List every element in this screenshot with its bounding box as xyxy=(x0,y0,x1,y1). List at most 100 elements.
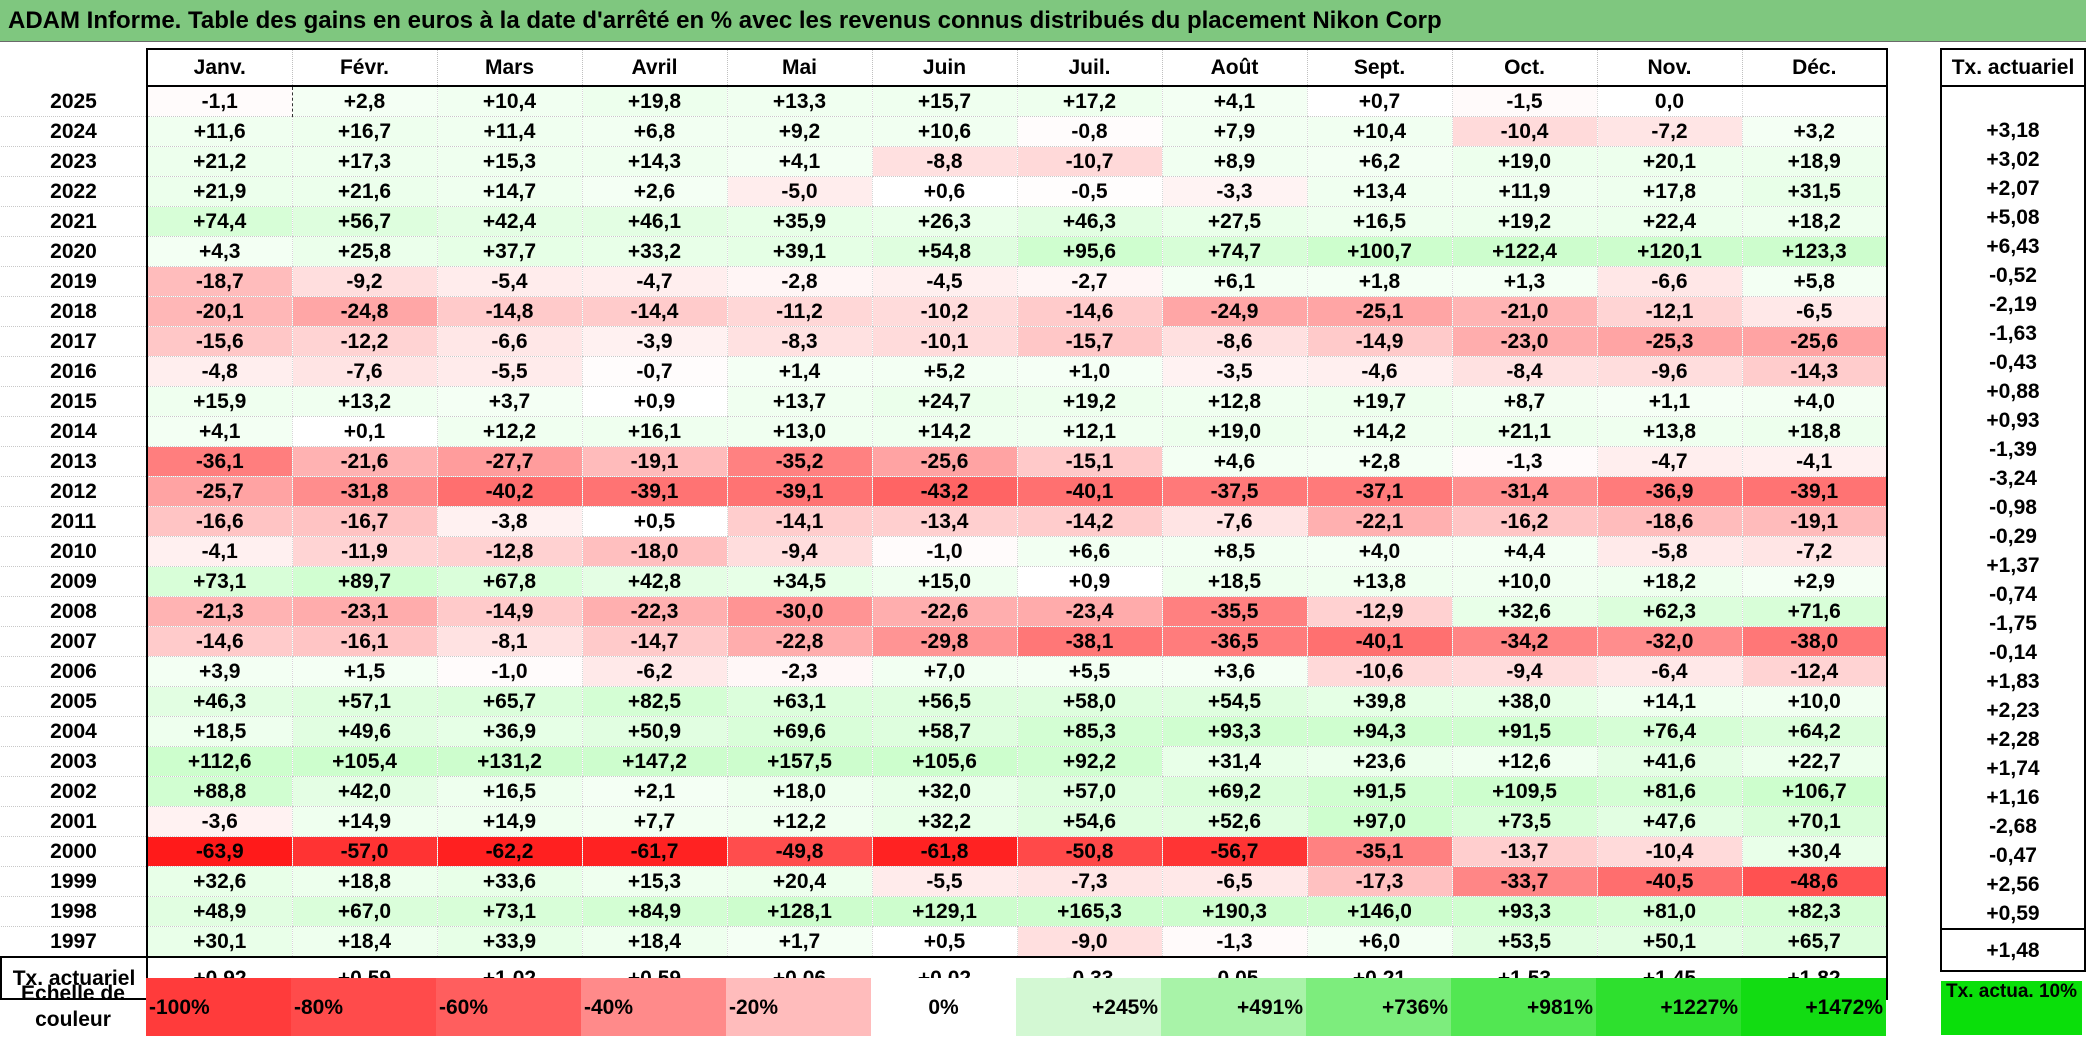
return-cell: +0,5 xyxy=(581,506,727,537)
return-cell: +24,7 xyxy=(871,386,1017,417)
year-label: 2012 xyxy=(1,476,147,507)
year-label: 2003 xyxy=(1,746,147,777)
return-cell: +8,9 xyxy=(1161,146,1307,177)
return-cell: -23,1 xyxy=(291,596,437,627)
return-cell: -6,4 xyxy=(1596,656,1742,687)
return-cell: +157,5 xyxy=(726,746,872,777)
return-cell: -36,1 xyxy=(146,446,292,477)
return-cell: -43,2 xyxy=(871,476,1017,507)
return-cell: -61,7 xyxy=(581,836,727,867)
annual-rate-value: -2,19 xyxy=(1940,290,2086,319)
side-header-row: Tx. actuariel xyxy=(1940,48,2086,87)
return-cell: -27,7 xyxy=(436,446,582,477)
year-label: 2001 xyxy=(1,806,147,837)
return-cell: +165,3 xyxy=(1016,896,1162,927)
annual-rate-value: -0,29 xyxy=(1940,522,2086,551)
color-scale-label: Echelle de couleur xyxy=(21,981,125,1031)
color-scale-swatch: 0% xyxy=(871,978,1016,1036)
return-cell: +15,7 xyxy=(871,86,1017,117)
return-cell: +1,0 xyxy=(1016,356,1162,387)
return-cell: +39,8 xyxy=(1306,686,1452,717)
return-cell: -5,8 xyxy=(1596,536,1742,567)
return-cell xyxy=(1741,86,1888,117)
table-row: 2004 +18,5 +49,6 +36,9 +50,9 +69,6 +58,7 +85,3 +… xyxy=(1,716,1888,747)
return-cell: -1,3 xyxy=(1161,926,1307,958)
return-cell: -40,5 xyxy=(1596,866,1742,897)
return-cell: +16,5 xyxy=(436,776,582,807)
return-cell: +92,2 xyxy=(1016,746,1162,777)
return-cell: +32,6 xyxy=(146,866,292,897)
return-cell: -20,1 xyxy=(146,296,292,327)
table-row: 2021 +74,4 +56,7 +42,4 +46,1 +35,9 +26,3 +46,3 +… xyxy=(1,206,1888,237)
return-cell: +46,1 xyxy=(581,206,727,237)
return-cell: -8,1 xyxy=(436,626,582,657)
return-cell: +56,7 xyxy=(291,206,437,237)
return-cell: -15,7 xyxy=(1016,326,1162,357)
side-row: -0,29 xyxy=(1940,522,2086,551)
return-cell: +14,9 xyxy=(436,806,582,837)
side-row: -2,68 xyxy=(1940,812,2086,841)
return-cell: +13,4 xyxy=(1306,176,1452,207)
side-row: -1,63 xyxy=(1940,319,2086,348)
return-cell: -39,1 xyxy=(726,476,872,507)
return-cell: -14,3 xyxy=(1741,356,1888,387)
return-cell: -31,8 xyxy=(291,476,437,507)
return-cell: +50,9 xyxy=(581,716,727,747)
return-cell: +11,9 xyxy=(1451,176,1597,207)
return-cell: +4,1 xyxy=(726,146,872,177)
return-cell: +4,0 xyxy=(1306,536,1452,567)
return-cell: +18,5 xyxy=(146,716,292,747)
annual-rate-value: -0,52 xyxy=(1940,261,2086,290)
return-cell: +128,1 xyxy=(726,896,872,927)
return-cell: +26,3 xyxy=(871,206,1017,237)
return-cell: +58,0 xyxy=(1016,686,1162,717)
return-cell: +18,5 xyxy=(1161,566,1307,597)
return-cell: +54,8 xyxy=(871,236,1017,267)
return-cell: -1,5 xyxy=(1451,86,1597,117)
year-label: 2024 xyxy=(1,116,147,147)
return-cell: +67,8 xyxy=(436,566,582,597)
return-cell: -5,5 xyxy=(871,866,1017,897)
return-cell: +15,3 xyxy=(581,866,727,897)
return-cell: -12,4 xyxy=(1741,656,1888,687)
return-cell: +49,6 xyxy=(291,716,437,747)
annual-rate-value: +2,28 xyxy=(1940,725,2086,754)
return-cell: -2,7 xyxy=(1016,266,1162,297)
return-cell: -6,5 xyxy=(1161,866,1307,897)
return-cell: -15,6 xyxy=(146,326,292,357)
side-row: +2,28 xyxy=(1940,725,2086,754)
return-cell: +146,0 xyxy=(1306,896,1452,927)
return-cell: -24,9 xyxy=(1161,296,1307,327)
annual-rate-value: -0,14 xyxy=(1940,638,2086,667)
return-cell: -12,8 xyxy=(436,536,582,567)
return-cell: +31,5 xyxy=(1741,176,1888,207)
color-scale-swatch: -60% xyxy=(436,978,581,1036)
return-cell: +3,9 xyxy=(146,656,292,687)
return-cell: +7,0 xyxy=(871,656,1017,687)
annual-rate-value: +6,43 xyxy=(1940,232,2086,261)
color-scale-swatch: +736% xyxy=(1306,978,1451,1036)
return-cell: +2,8 xyxy=(291,86,437,117)
annual-rate-value: +2,23 xyxy=(1940,696,2086,725)
table-row: 2010 -4,1 -11,9 -12,8 -18,0 -9,4 -1,0 +6,6 +8,5 +… xyxy=(1,536,1888,567)
return-cell: +1,5 xyxy=(291,656,437,687)
table-row: 2000 -63,9 -57,0 -62,2 -61,7 -49,8 -61,8 -50,8-… xyxy=(1,836,1888,867)
annual-rate-value: -0,74 xyxy=(1940,580,2086,609)
return-cell: -1,3 xyxy=(1451,446,1597,477)
return-cell: +54,6 xyxy=(1016,806,1162,837)
return-cell: -38,1 xyxy=(1016,626,1162,657)
table-row: 2008 -21,3 -23,1 -14,9 -22,3 -30,0 -22,6 -23,4-… xyxy=(1,596,1888,627)
return-cell: +34,5 xyxy=(726,566,872,597)
return-cell: -50,8 xyxy=(1016,836,1162,867)
corner-cell xyxy=(1,49,147,86)
return-cell: -30,0 xyxy=(726,596,872,627)
year-label: 2021 xyxy=(1,206,147,237)
return-cell: -57,0 xyxy=(291,836,437,867)
return-cell: +50,1 xyxy=(1596,926,1742,958)
color-scale-swatch: +981% xyxy=(1451,978,1596,1036)
return-cell: +14,2 xyxy=(1306,416,1452,447)
return-cell: +20,4 xyxy=(726,866,872,897)
month-header: Mars xyxy=(436,48,582,87)
return-cell: +67,0 xyxy=(291,896,437,927)
return-cell: +69,2 xyxy=(1161,776,1307,807)
